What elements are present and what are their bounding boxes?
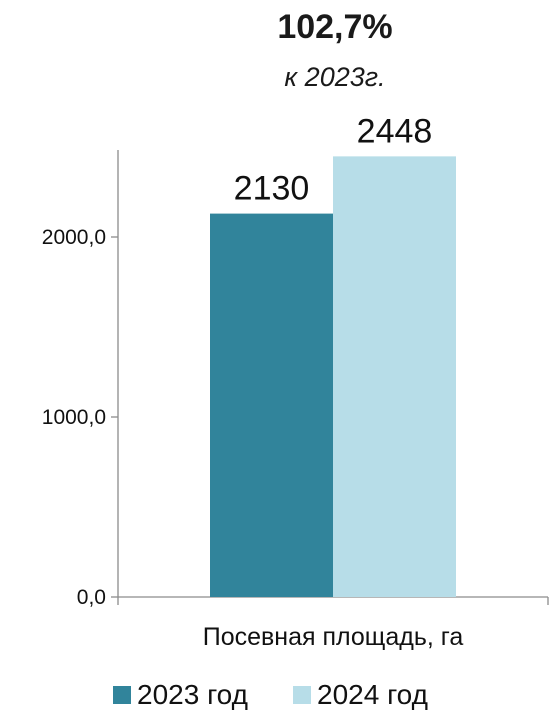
legend-swatch bbox=[113, 686, 131, 704]
legend-label: 2023 год bbox=[137, 679, 248, 710]
data-label: 2448 bbox=[357, 112, 433, 150]
chart-bars bbox=[210, 156, 456, 598]
chart-subline: к 2023г. bbox=[284, 62, 386, 92]
chart-legend: 2023 год 2024 год bbox=[113, 679, 428, 710]
y-tick-label: 0,0 bbox=[77, 586, 106, 609]
category-label: Посевная площадь, га bbox=[203, 623, 464, 651]
y-tick-label: 1000,0 bbox=[42, 406, 106, 429]
y-tick-label: 2000,0 bbox=[42, 226, 106, 249]
chart-headline: 102,7% bbox=[277, 8, 393, 46]
chart-labels: 2130 2448 Посевная площадь, га bbox=[203, 112, 464, 651]
chart-axes: 0,0 1000,0 2000,0 bbox=[42, 150, 549, 609]
legend-swatch bbox=[293, 686, 311, 704]
data-label: 2130 bbox=[234, 170, 310, 208]
bar-2024-год bbox=[333, 156, 456, 598]
legend-label: 2024 год bbox=[317, 679, 428, 710]
bar-2023-год bbox=[210, 213, 333, 597]
